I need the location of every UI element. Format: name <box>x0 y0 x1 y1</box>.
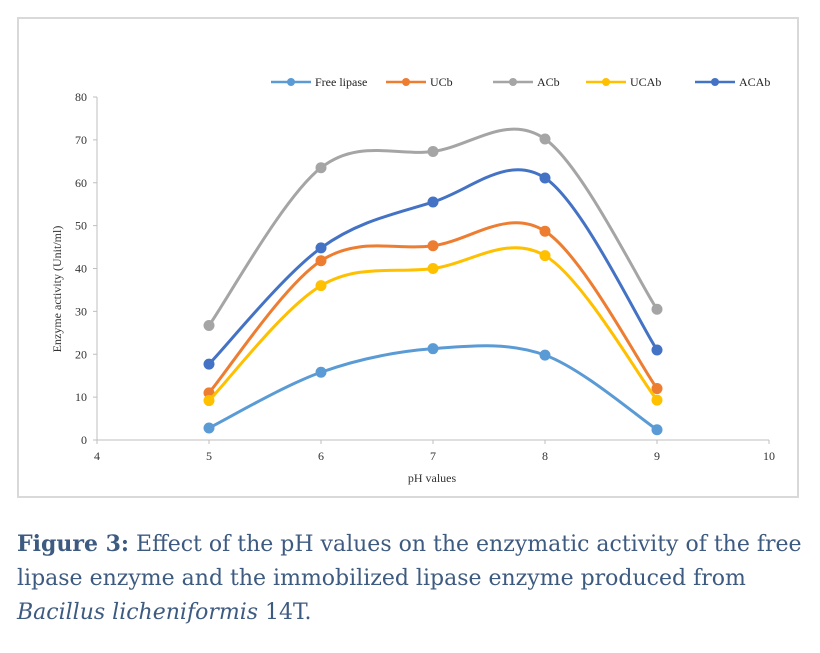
x-tick-label: 6 <box>318 449 324 463</box>
y-tick-label: 60 <box>75 176 87 190</box>
data-point-acb <box>539 133 551 145</box>
legend-marker <box>402 78 410 86</box>
legend-label: UCb <box>430 75 453 89</box>
data-point-ucab <box>315 280 327 292</box>
data-point-acab <box>651 344 663 356</box>
data-point-acb <box>315 162 327 174</box>
y-tick-label: 80 <box>75 90 87 104</box>
legend-item-acab: ACAb <box>695 75 770 89</box>
data-point-ucab <box>539 250 551 262</box>
x-tick-label: 9 <box>654 449 660 463</box>
series-acb <box>203 127 663 332</box>
series-acab <box>203 168 663 370</box>
caption-text-after: 14T. <box>258 600 312 625</box>
axes: 0 10 20 30 40 50 60 70 80 4 5 6 7 8 9 10 <box>75 90 775 463</box>
y-axis-title: Enzyme activity (Unit/ml) <box>50 226 64 353</box>
data-point-ucab <box>427 263 439 274</box>
x-tick-label: 4 <box>94 449 100 463</box>
x-axis-title: pH values <box>408 471 457 485</box>
legend-item-ucb: UCb <box>386 75 453 89</box>
data-point-acab <box>539 172 551 184</box>
series-free-lipase <box>203 343 663 436</box>
legend-label: ACb <box>537 75 560 89</box>
legend-item-ucab: UCAb <box>586 75 661 89</box>
y-tick-label: 10 <box>75 390 87 404</box>
legend-marker <box>287 78 295 86</box>
legend-label: UCAb <box>630 75 661 89</box>
x-tick-label: 10 <box>763 449 775 463</box>
legend-item-acb: ACb <box>493 75 560 89</box>
legend-marker <box>602 78 610 86</box>
y-tick-label: 40 <box>75 262 87 276</box>
data-point-acab <box>315 242 327 254</box>
chart-frame: 0 10 20 30 40 50 60 70 80 4 5 6 7 8 9 10 Free lipase UCb… <box>17 17 799 498</box>
legend: Free lipase UCb ACb UCAb ACAb <box>271 75 770 89</box>
data-point-free-lipase <box>651 424 663 436</box>
data-point-acab <box>203 358 215 370</box>
x-tick-label: 5 <box>206 449 212 463</box>
data-point-free-lipase <box>203 422 215 434</box>
y-tick-label: 70 <box>75 133 87 147</box>
caption-label: Figure 3: <box>17 531 130 557</box>
y-tick-label: 0 <box>81 433 87 447</box>
y-tick-label: 50 <box>75 219 87 233</box>
figure-caption: Figure 3: Effect of the pH values on the… <box>17 527 807 630</box>
legend-marker <box>509 78 517 86</box>
legend-item-free-lipase: Free lipase <box>271 75 367 89</box>
data-point-ucab <box>203 395 215 407</box>
data-point-acab <box>427 196 439 208</box>
data-point-free-lipase <box>315 366 327 378</box>
data-point-ucb <box>651 383 663 395</box>
series-layer <box>203 127 663 436</box>
legend-label: ACAb <box>739 75 770 89</box>
y-tick-label: 30 <box>75 304 87 318</box>
data-point-acb <box>203 320 215 332</box>
series-ucab <box>203 246 663 407</box>
data-point-acb <box>427 145 439 157</box>
caption-species: Bacillus licheniformis <box>17 600 259 625</box>
data-point-free-lipase <box>539 349 551 361</box>
y-tick-label: 20 <box>75 347 87 361</box>
data-point-ucb <box>315 255 327 267</box>
data-point-free-lipase <box>427 343 439 355</box>
x-tick-label: 8 <box>542 449 548 463</box>
series-line-free-lipase <box>207 344 659 432</box>
data-point-ucab <box>651 394 663 406</box>
caption-text-before: Effect of the pH values on the enzymatic… <box>17 532 802 591</box>
legend-marker <box>711 78 719 86</box>
legend-label: Free lipase <box>315 75 367 89</box>
line-chart: 0 10 20 30 40 50 60 70 80 4 5 6 7 8 9 10 Free lipase UCb… <box>50 75 775 485</box>
data-point-acb <box>651 303 663 315</box>
series-ucb <box>203 221 663 399</box>
data-point-ucb <box>539 225 551 237</box>
series-line-acb <box>207 127 659 328</box>
data-point-ucb <box>427 240 439 252</box>
x-tick-label: 7 <box>430 449 436 463</box>
